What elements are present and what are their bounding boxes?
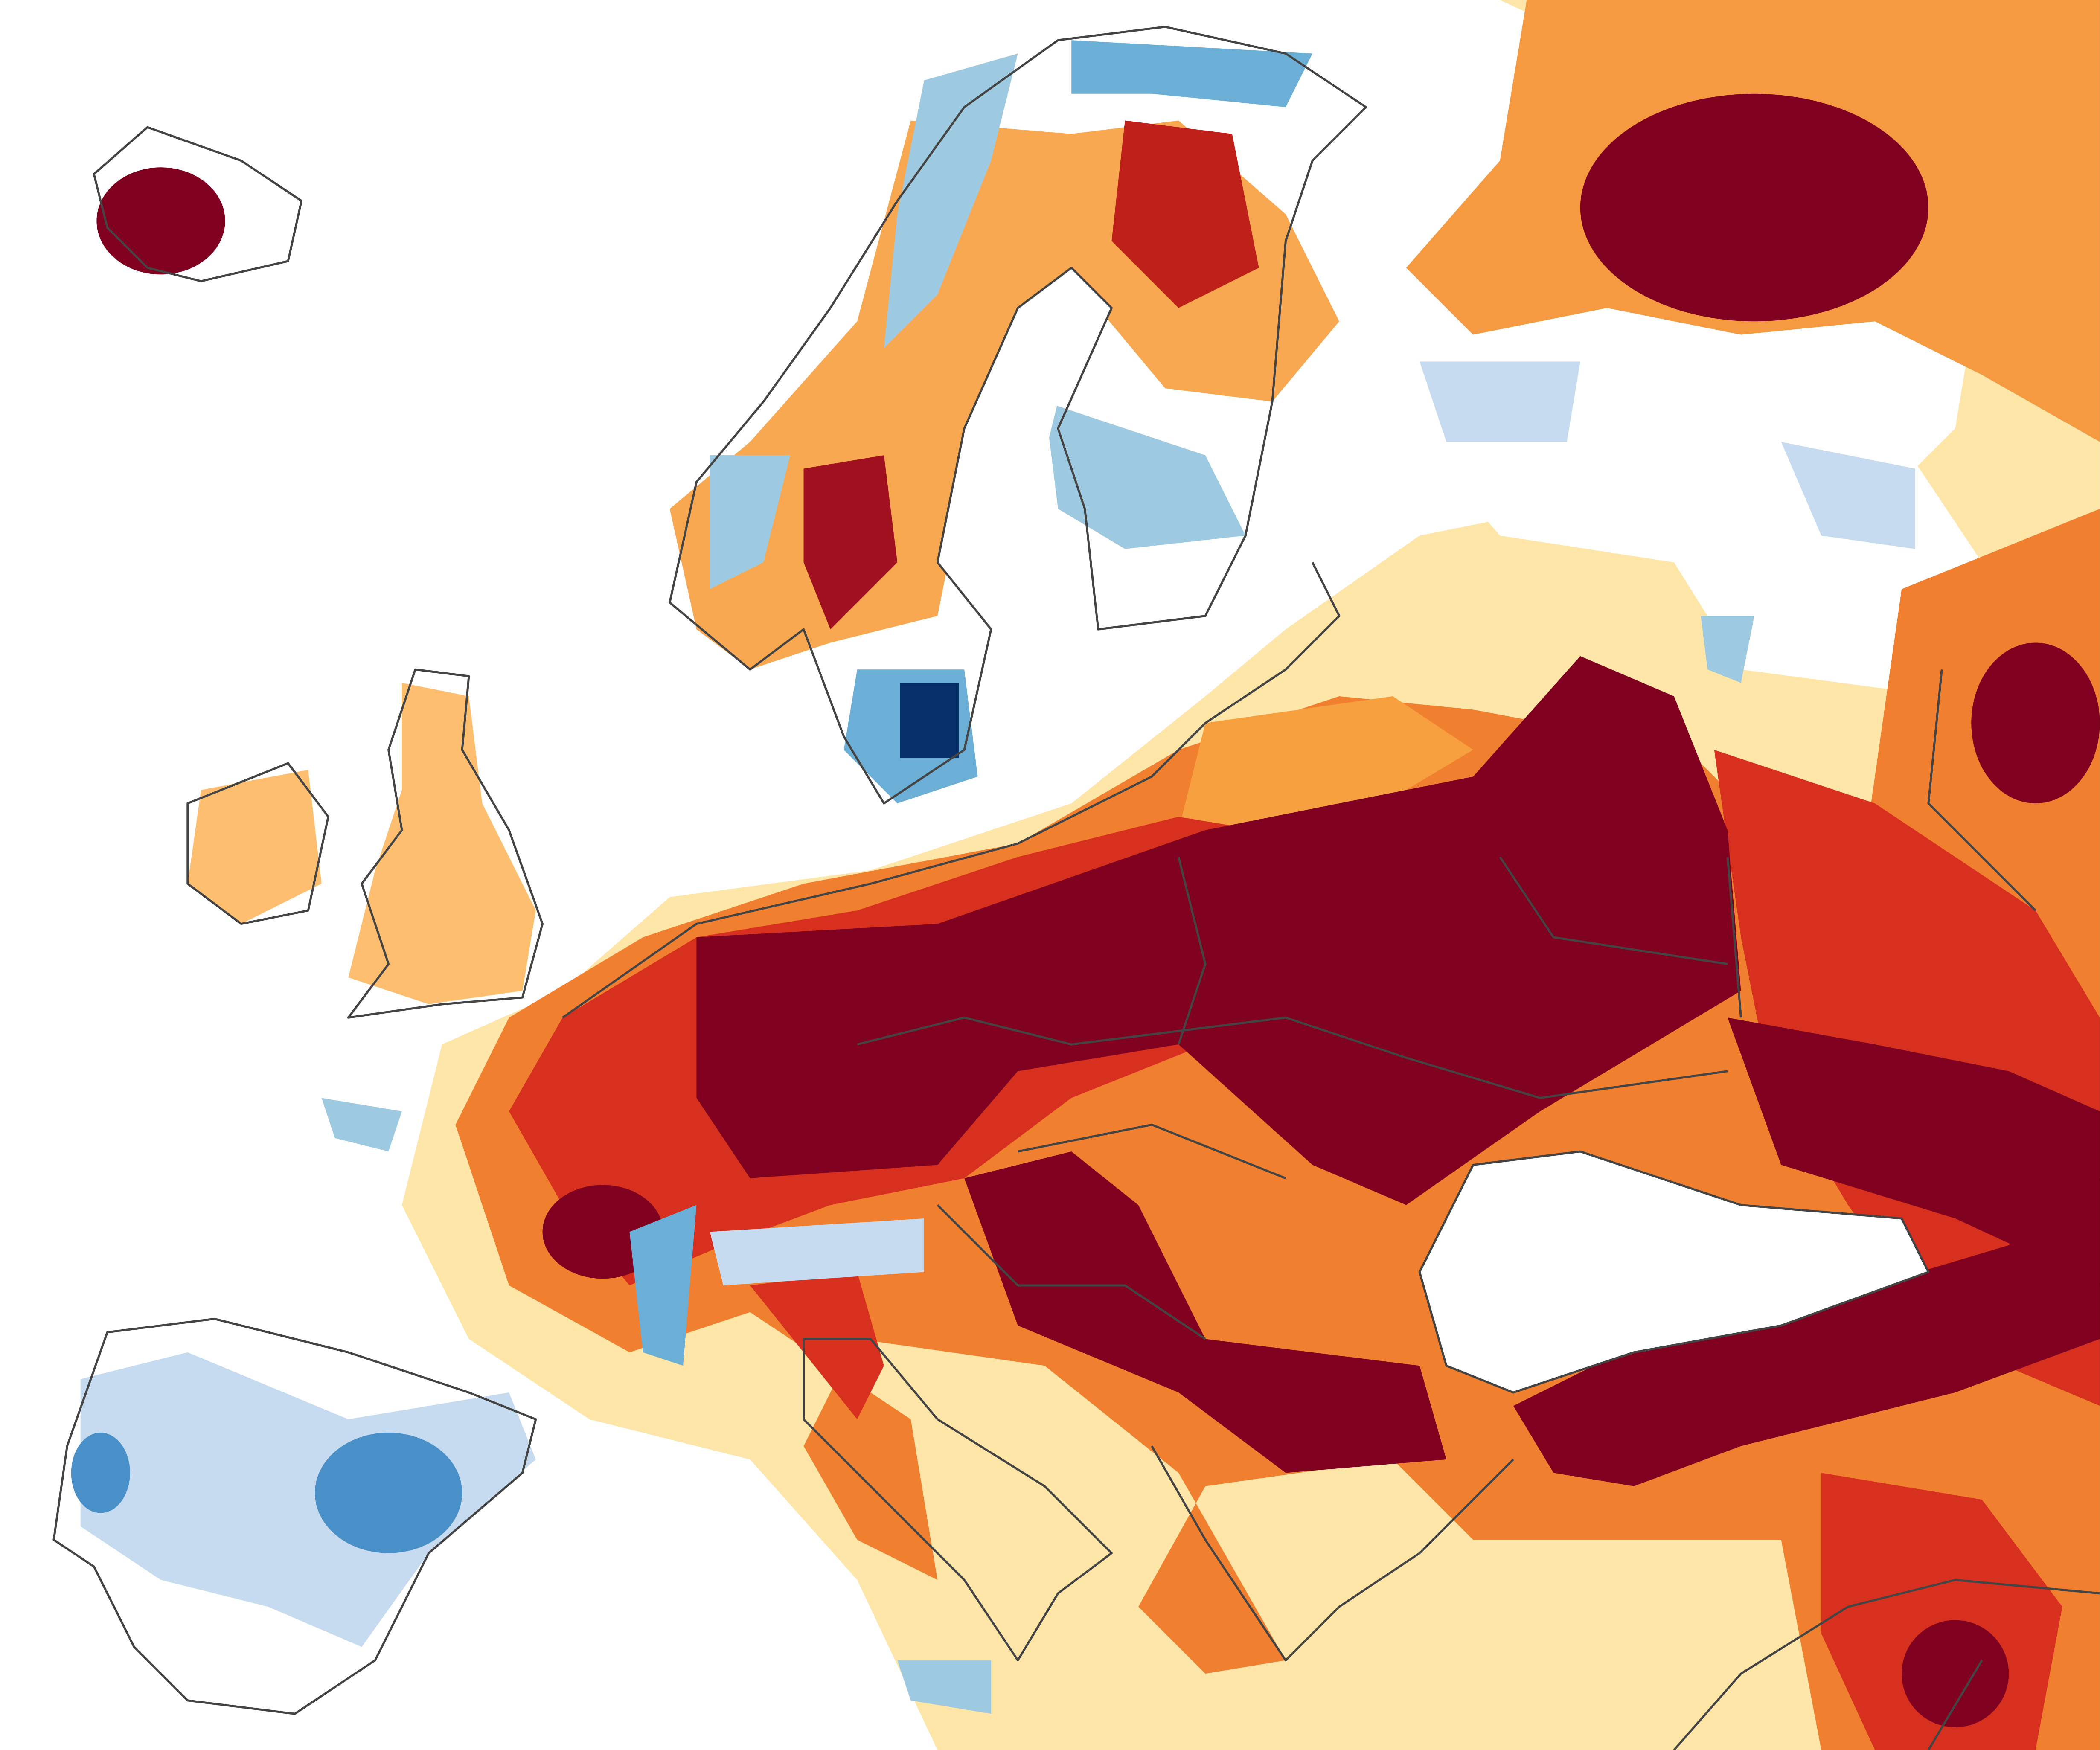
hot-region [1111,120,1259,308]
cool-region [71,1433,130,1513]
extreme-region [96,167,225,275]
cool-region [321,1098,402,1152]
coastline [93,126,303,282]
cool-region [900,683,959,758]
baltic-sea [937,267,1112,630]
extreme-region [1728,1017,2100,1285]
extreme-anomaly-layer [96,93,2100,1727]
cool-region [80,1352,536,1647]
coastline [803,1337,1113,1662]
cool-region [710,455,791,589]
cool-region [1701,616,1754,683]
cool-region [1071,40,1313,108]
seas [937,267,1928,1393]
cool-region [710,1218,924,1285]
coastline [1418,1150,1930,1394]
coastline [562,562,1341,1019]
warm-region [1178,696,1473,830]
extreme-region [1971,642,2100,804]
hot-region [803,455,898,630]
cool-region [897,1660,991,1714]
coastline [52,1317,537,1715]
warm-region [187,770,322,924]
extreme-region [964,1151,1446,1473]
extreme-region [696,656,1741,1205]
extreme-region [1902,1620,2009,1727]
cool-region [629,1205,697,1366]
coastline [347,668,544,1019]
black-sea [1419,1151,1928,1393]
border-line [1673,1578,2100,1750]
border-line [857,669,2036,1340]
coastline [186,762,329,925]
cool-region [1781,442,1915,549]
coastline [669,26,1367,805]
extreme-region [1513,1178,2100,1486]
hot-region [750,1272,884,1419]
extreme-region [1580,93,1928,322]
cool-region [1419,361,1580,442]
cool-region [884,53,1018,349]
cool-anomaly-layer [71,40,1915,1714]
coastline [1151,1445,1514,1662]
coastlines [52,26,2100,1750]
cool-region [314,1433,462,1553]
warm-region [348,683,536,1004]
cool-region [1044,401,1246,549]
